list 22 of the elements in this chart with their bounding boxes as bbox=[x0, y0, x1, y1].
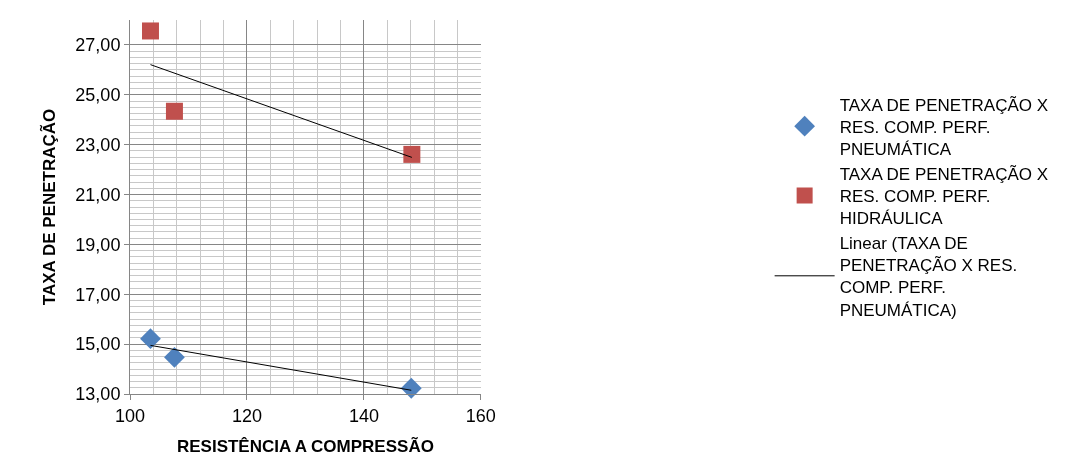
legend-label: TAXA DE PENETRAÇÃO X RES. COMP. PERF. PNEUMÁTICA bbox=[839, 95, 1049, 159]
y-tick-label: 19,00 bbox=[75, 234, 121, 255]
y-tick-label: 27,00 bbox=[75, 35, 121, 56]
y-tick-label: 15,00 bbox=[75, 334, 121, 355]
point bbox=[141, 22, 159, 40]
point bbox=[165, 102, 183, 120]
y-tick-label: 21,00 bbox=[75, 184, 121, 205]
y-tick-label: 23,00 bbox=[75, 134, 121, 155]
point bbox=[140, 328, 161, 350]
x-tick-label: 160 bbox=[465, 405, 496, 426]
x-axis-title: RESISTÊNCIA A COMPRESSÃO bbox=[176, 436, 434, 456]
y-tick-label: 25,00 bbox=[75, 85, 121, 106]
x-tick-label: 120 bbox=[231, 405, 262, 426]
y-axis-title: TAXA DE PENETRAÇÃO bbox=[38, 108, 59, 306]
point bbox=[403, 145, 421, 163]
x-tick-label: 140 bbox=[348, 405, 379, 426]
x-tick-label: 100 bbox=[114, 405, 146, 426]
y-tick-label: 17,00 bbox=[75, 284, 121, 305]
legend-label: TAXA DE PENETRAÇÃO X RES. COMP. PERF. HIDRÁULICA bbox=[839, 164, 1049, 229]
y-tick-label: 13,00 bbox=[75, 384, 121, 405]
point bbox=[164, 346, 185, 368]
legend-label: Linear (TAXA DE PENETRAÇÃO X RES. COMP. PERF. PNEUMÁTICA) bbox=[839, 234, 1018, 320]
